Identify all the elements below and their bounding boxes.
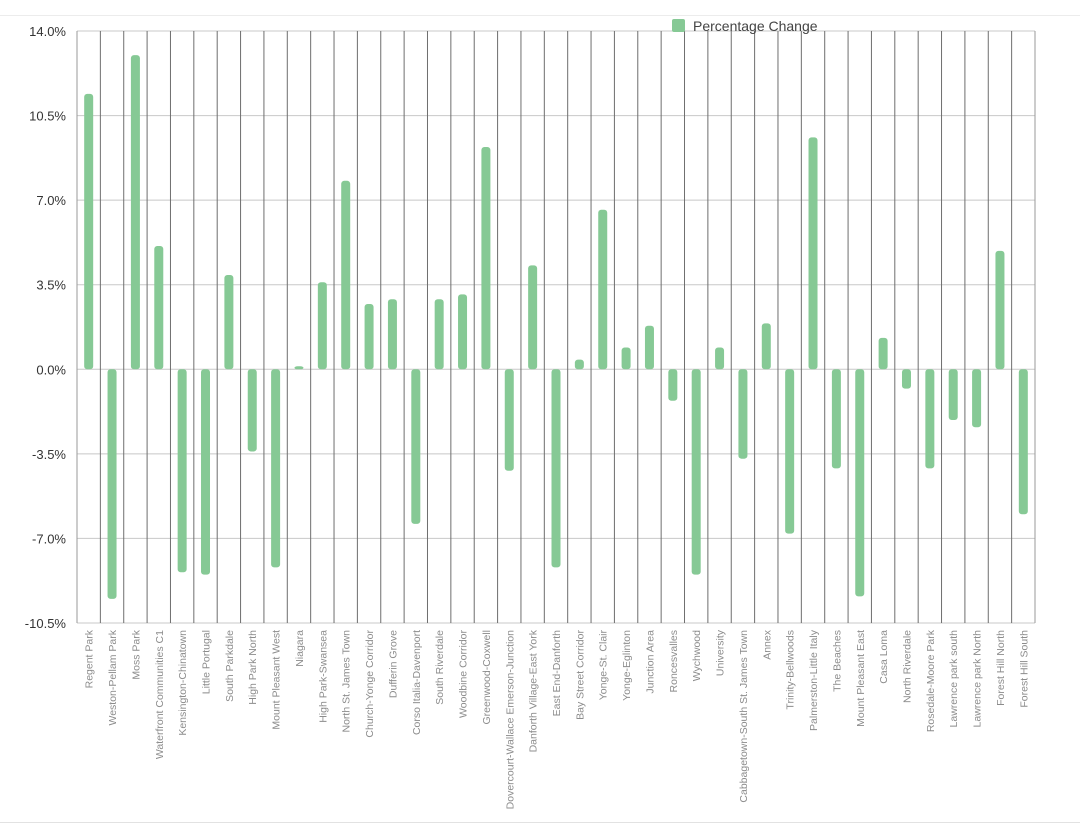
x-tick-label: Annex <box>761 629 773 660</box>
x-tick-label: Little Portugal <box>201 630 213 694</box>
x-axis-ticks: Regent Park Weston-Pellam Park Moss Park Wa… <box>84 629 1031 809</box>
bar <box>271 369 281 568</box>
x-tick-label: Trinity-Bellwoods <box>785 630 797 710</box>
bar <box>644 325 654 370</box>
x-tick-label: Casa Loma <box>878 630 890 684</box>
bar <box>458 294 468 370</box>
y-tick-label: 10.5% <box>29 109 66 124</box>
x-tick-label: Dufferin Grove <box>387 630 399 698</box>
bar <box>761 323 771 370</box>
x-tick-label: Church-Yonge Corridor <box>364 630 376 738</box>
bar <box>598 209 608 370</box>
bar <box>364 304 374 370</box>
bar <box>785 369 795 534</box>
x-tick-label: The Beaches <box>831 630 843 692</box>
x-tick-label: Forest Hill South <box>1018 630 1030 708</box>
x-tick-label: Kensington-Chinatown <box>177 630 189 736</box>
x-tick-label: Danforth Village-East York <box>528 629 540 752</box>
bar <box>691 369 701 575</box>
legend-swatch <box>672 19 685 32</box>
x-tick-label: East End-Danforth <box>551 630 563 717</box>
y-tick-label: 3.5% <box>36 278 66 293</box>
bar <box>84 93 94 370</box>
x-tick-label: Weston-Pellam Park <box>107 629 119 725</box>
y-tick-label: -3.5% <box>32 447 66 462</box>
bar <box>387 299 397 370</box>
y-tick-label: 0.0% <box>36 362 66 377</box>
x-tick-label: Niagara <box>294 630 306 667</box>
x-tick-label: Corso Italia-Davenport <box>411 630 423 735</box>
y-tick-label: -7.0% <box>32 531 66 546</box>
bottom-divider <box>0 822 1080 823</box>
x-tick-label: Roncesvalles <box>668 630 680 692</box>
x-tick-label: High Park-Swansea <box>317 630 329 723</box>
x-tick-label: South Riverdale <box>434 630 446 705</box>
bar <box>972 369 982 428</box>
x-tick-label: Cabbagetown-South St. James Town <box>738 630 750 803</box>
bar <box>434 299 444 370</box>
bar <box>808 137 818 370</box>
x-tick-label: High Park North <box>247 630 259 705</box>
bar <box>294 366 304 370</box>
bar <box>481 146 491 370</box>
bar <box>528 265 538 370</box>
bar <box>948 369 958 421</box>
legend-label: Percentage Change <box>693 18 818 34</box>
bar <box>901 369 911 389</box>
bar <box>551 369 561 568</box>
x-tick-label: Mount Pleasant West <box>271 630 283 730</box>
x-tick-label: Yonge-Eglinton <box>621 630 633 701</box>
x-tick-label: North Riverdale <box>901 630 913 703</box>
x-tick-label: Regent Park <box>84 629 96 688</box>
x-tick-label: University <box>715 629 727 676</box>
x-tick-label: Lawrence park south <box>948 630 960 728</box>
bar <box>715 347 725 370</box>
x-tick-label: Greenwood-Coxwell <box>481 630 493 725</box>
bar <box>154 246 164 370</box>
x-tick-label: North St. James Town <box>341 630 353 733</box>
bar <box>317 282 327 370</box>
x-tick-label: Lawrence park North <box>972 630 984 728</box>
bar <box>504 369 514 471</box>
x-tick-label: Palmerston-Little Italy <box>808 629 820 731</box>
x-tick-label: Moss Park <box>130 629 142 679</box>
bar <box>995 250 1005 370</box>
x-tick-label: Rosedale-Moore Park <box>925 629 937 732</box>
bar <box>738 369 748 459</box>
x-tick-label: South Parkdale <box>224 630 236 702</box>
bar <box>201 369 211 575</box>
bar <box>925 369 935 469</box>
bar <box>247 369 257 452</box>
bar <box>574 359 584 370</box>
bars <box>84 55 1028 599</box>
y-axis-ticks: 14.0% 10.5% 7.0% 3.5% 0.0% -3.5% -7.0% -10.5% <box>25 24 67 631</box>
bar <box>107 369 117 599</box>
top-divider <box>0 15 1080 16</box>
y-tick-label: 7.0% <box>36 193 66 208</box>
bar <box>224 275 234 370</box>
bar <box>130 55 140 370</box>
y-tick-label: -10.5% <box>25 616 67 631</box>
x-tick-label: Mount Pleasant East <box>855 630 867 727</box>
bar <box>341 180 351 370</box>
bar <box>878 337 888 370</box>
x-tick-label: Wychwood <box>691 630 703 681</box>
bar <box>1018 369 1028 515</box>
x-tick-label: Forest Hill North <box>995 630 1007 706</box>
bar <box>411 369 421 524</box>
bar <box>855 369 865 597</box>
bar <box>621 347 631 370</box>
legend: Percentage Change <box>672 18 818 34</box>
x-tick-label: Bay Street Corridor <box>574 630 586 720</box>
x-tick-label: Woodbine Corridor <box>458 630 470 718</box>
x-tick-label: Yonge-St. Clair <box>598 629 610 700</box>
bar <box>177 369 187 573</box>
x-tick-label: Junction Area <box>644 630 656 694</box>
bar <box>831 369 841 469</box>
x-tick-label: Dovercourt-Wallace Emerson-Junction <box>504 630 516 810</box>
y-tick-label: 14.0% <box>29 24 66 39</box>
x-tick-label: Waterfront Communities C1 <box>154 630 166 759</box>
bar <box>668 369 678 401</box>
